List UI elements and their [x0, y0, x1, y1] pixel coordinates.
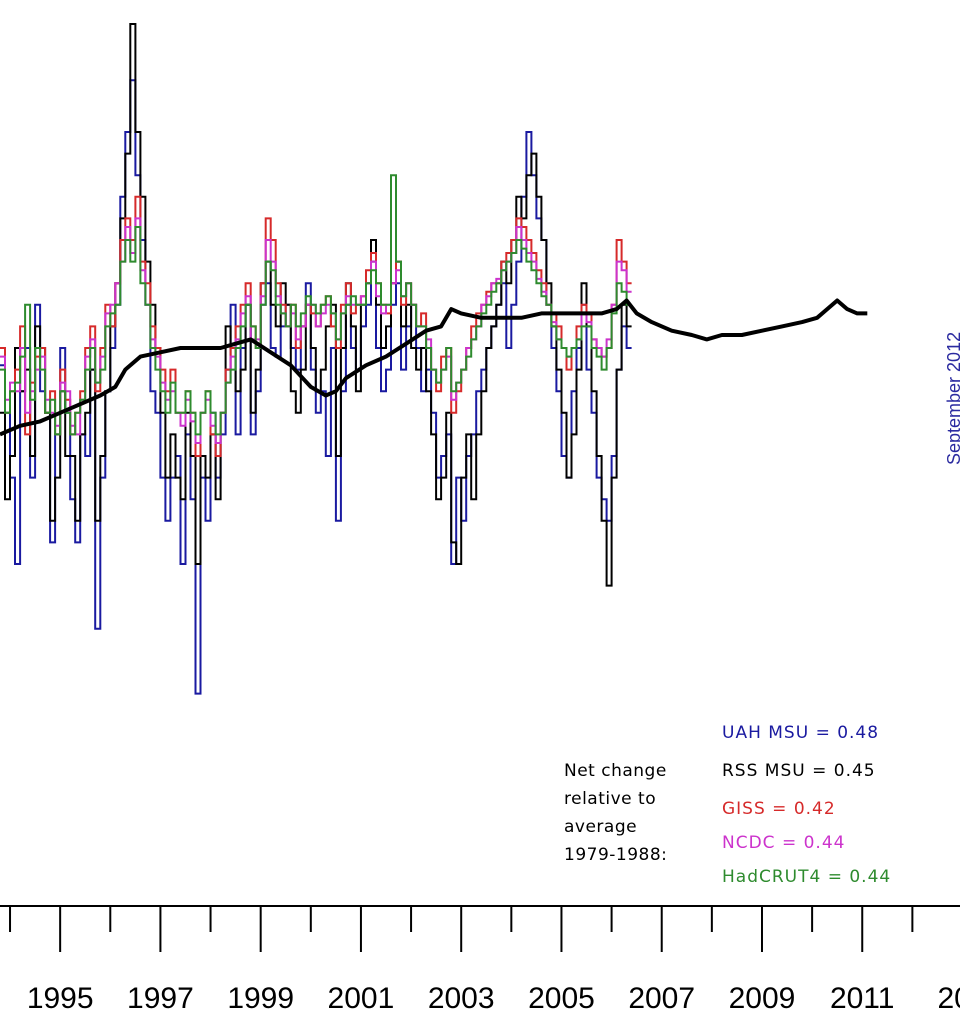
x-tick-label: 2007	[628, 982, 695, 1015]
x-tick-label: 1997	[127, 982, 194, 1015]
x-axis: 1995 1997 1999 2001 2003 2005 2007 2009 2011 201	[0, 905, 960, 1015]
legend-entry-rss: RSS MSU = 0.45	[722, 761, 876, 781]
series-layer	[0, 23, 632, 695]
running-mean-layer	[0, 298, 868, 437]
legend-entry-hadcrut4: HadCRUT4 = 0.44	[722, 867, 891, 887]
running-mean-line	[0, 298, 868, 437]
note-line: 1979-1988:	[564, 845, 667, 865]
legend-entry-uah: UAH MSU = 0.48	[722, 723, 879, 743]
legend-entry-giss: GISS = 0.42	[722, 799, 836, 819]
x-tick-label: 2003	[428, 982, 495, 1015]
x-tick-label: 201	[937, 982, 960, 1015]
x-tick-label: 2005	[528, 982, 595, 1015]
legend-entry-ncdc: NCDC = 0.44	[722, 833, 845, 853]
legend: UAH MSU = 0.48 RSS MSU = 0.45 GISS = 0.4…	[722, 723, 891, 887]
x-tick-label: 2011	[830, 982, 895, 1015]
date-annotation: September 2012	[944, 332, 960, 465]
net-change-note: Net change relative to average 1979-1988…	[564, 761, 667, 865]
x-tick-label: 2009	[729, 982, 796, 1015]
series-hadcrut4	[0, 174, 632, 436]
note-line: relative to	[564, 789, 656, 809]
x-tick-label: 2001	[328, 982, 395, 1015]
x-tick-label: 1995	[27, 982, 94, 1015]
note-line: Net change	[564, 761, 667, 781]
note-line: average	[564, 817, 637, 837]
x-tick-label: 1999	[227, 982, 294, 1015]
